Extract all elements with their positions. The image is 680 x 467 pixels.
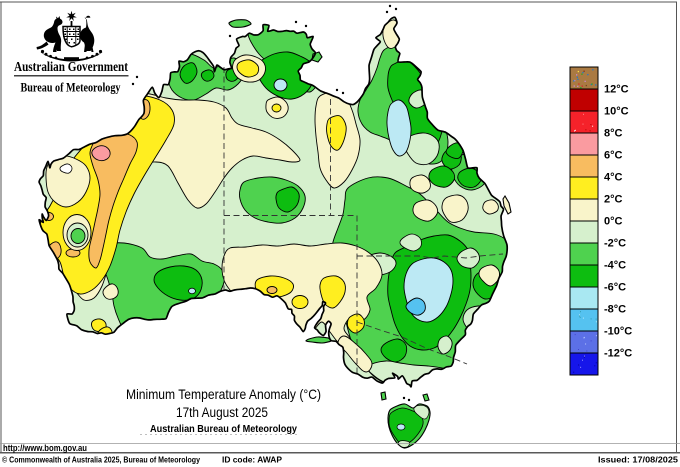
svg-text:Australian Government: Australian Government — [14, 59, 128, 74]
svg-text:0°C: 0°C — [604, 216, 623, 228]
svg-text:Issued: 17/08/2025: Issued: 17/08/2025 — [598, 455, 678, 465]
svg-text:© Commonwealth of Australia 20: © Commonwealth of Australia 2025, Bureau… — [2, 455, 200, 465]
svg-text:10°C: 10°C — [604, 106, 629, 118]
svg-text:-12°C: -12°C — [604, 348, 632, 360]
svg-text:ID code: AWAP: ID code: AWAP — [222, 455, 282, 465]
svg-text:Bureau of Meteorology: Bureau of Meteorology — [21, 81, 122, 95]
svg-text:6°C: 6°C — [604, 150, 623, 162]
svg-text:2°C: 2°C — [604, 194, 623, 206]
svg-text:-6°C: -6°C — [604, 282, 626, 294]
svg-text:17th August 2025: 17th August 2025 — [176, 405, 268, 420]
svg-text:-2°C: -2°C — [604, 238, 626, 250]
svg-text:4°C: 4°C — [604, 172, 623, 184]
svg-text:Australian Bureau of Meteorolo: Australian Bureau of Meteorology — [150, 423, 297, 435]
svg-text:-10°C: -10°C — [604, 326, 632, 338]
svg-text:http://www.bom.gov.au: http://www.bom.gov.au — [3, 443, 87, 453]
svg-text:-4°C: -4°C — [604, 260, 626, 272]
svg-text:-8°C: -8°C — [604, 304, 626, 316]
svg-text:12°C: 12°C — [604, 84, 629, 96]
svg-text:8°C: 8°C — [604, 128, 623, 140]
svg-text:Minimum Temperature Anomaly (°: Minimum Temperature Anomaly (°C) — [126, 386, 321, 402]
